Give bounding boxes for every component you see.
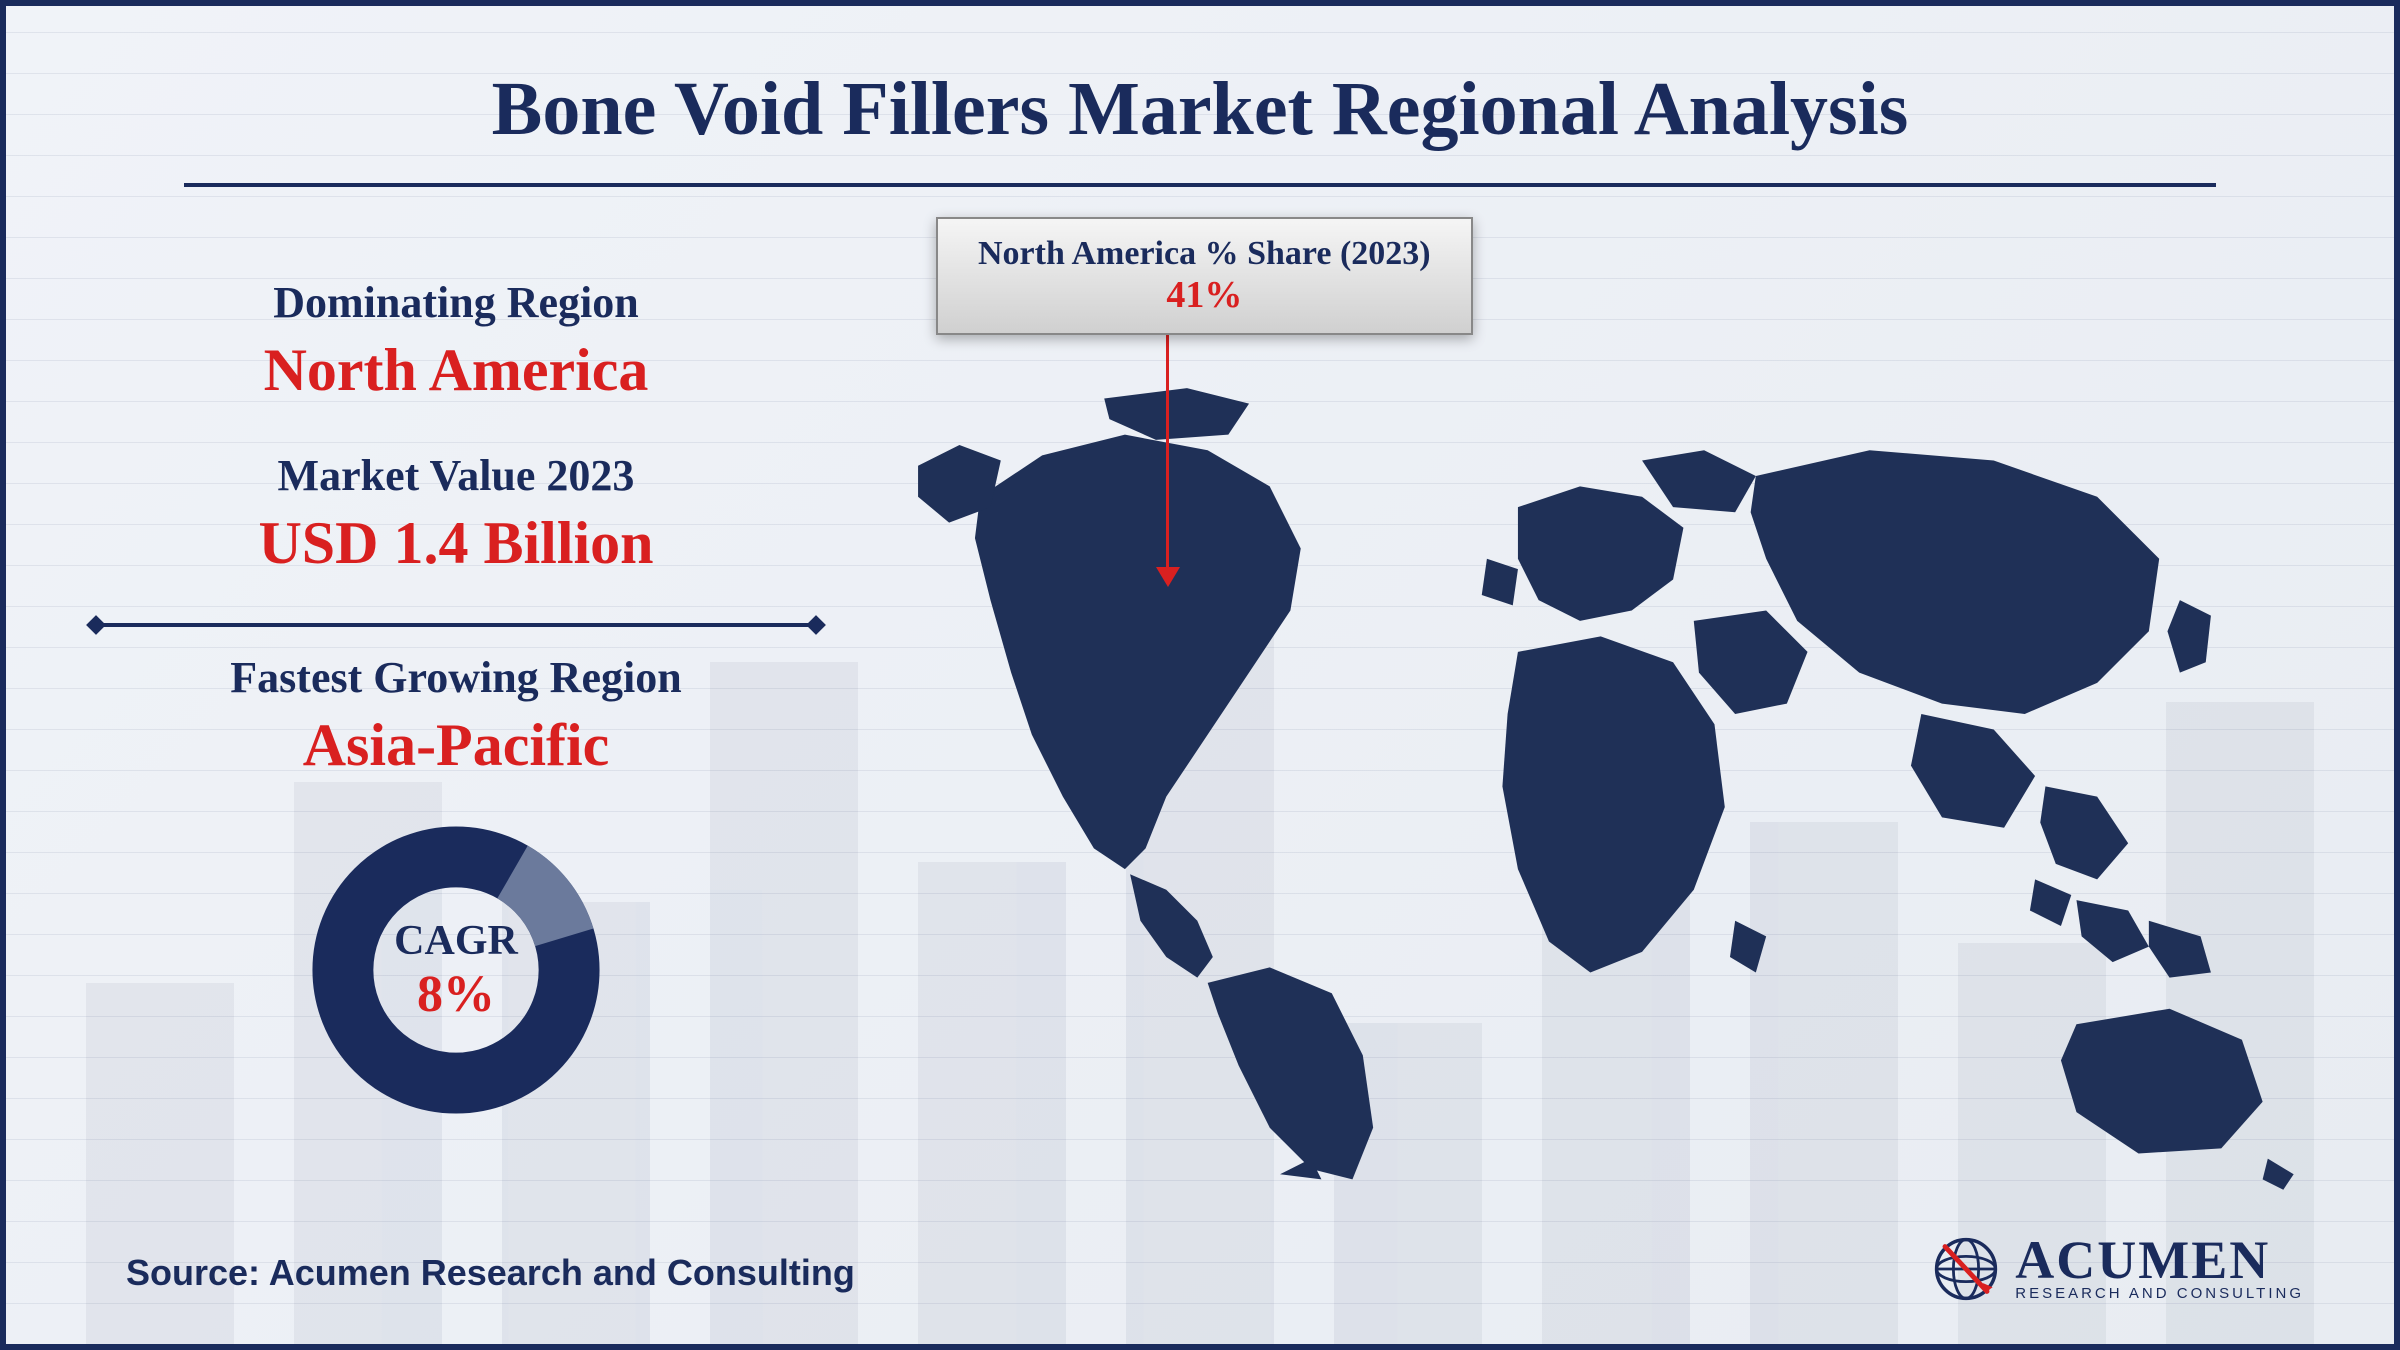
logo-text: ACUMEN RESEARCH AND CONSULTING <box>2015 1236 2304 1302</box>
callout-label: North America % Share (2023) <box>978 235 1431 273</box>
logo-sub: RESEARCH AND CONSULTING <box>2015 1285 2304 1302</box>
stats-divider <box>96 623 816 627</box>
fastest-value: Asia-Pacific <box>96 711 816 780</box>
stats-panel: Dominating Region North America Market V… <box>96 237 816 1195</box>
market-value-block: Market Value 2023 USD 1.4 Billion <box>96 450 816 578</box>
callout-arrow-line <box>1166 327 1169 577</box>
callout-value: 41% <box>978 273 1431 317</box>
cagr-donut: CAGR 8% <box>311 825 601 1115</box>
globe-icon <box>1931 1234 2001 1304</box>
world-map-svg <box>856 357 2304 1195</box>
callout-arrow-head <box>1156 567 1180 587</box>
title-underline <box>184 183 2215 187</box>
world-map <box>856 357 2304 1195</box>
cagr-center: CAGR 8% <box>311 825 601 1115</box>
market-label: Market Value 2023 <box>96 450 816 501</box>
main-layout: Dominating Region North America Market V… <box>96 237 2304 1195</box>
cagr-value: 8% <box>417 965 495 1024</box>
logo-main: ACUMEN <box>2015 1236 2304 1285</box>
source-text: Source: Acumen Research and Consulting <box>126 1252 855 1294</box>
acumen-logo: ACUMEN RESEARCH AND CONSULTING <box>1931 1234 2304 1304</box>
market-value: USD 1.4 Billion <box>96 509 816 578</box>
content-area: Bone Void Fillers Market Regional Analys… <box>6 6 2394 1344</box>
na-share-callout: North America % Share (2023) 41% <box>936 217 1473 335</box>
dominating-label: Dominating Region <box>96 277 816 328</box>
fastest-region-block: Fastest Growing Region Asia-Pacific <box>96 652 816 780</box>
cagr-label: CAGR <box>394 917 518 965</box>
map-panel: North America % Share (2023) 41% <box>856 237 2304 1195</box>
page-title: Bone Void Fillers Market Regional Analys… <box>96 66 2304 153</box>
dominating-value: North America <box>96 336 816 405</box>
infographic-frame: Bone Void Fillers Market Regional Analys… <box>0 0 2400 1350</box>
fastest-label: Fastest Growing Region <box>96 652 816 703</box>
dominating-region-block: Dominating Region North America <box>96 277 816 405</box>
